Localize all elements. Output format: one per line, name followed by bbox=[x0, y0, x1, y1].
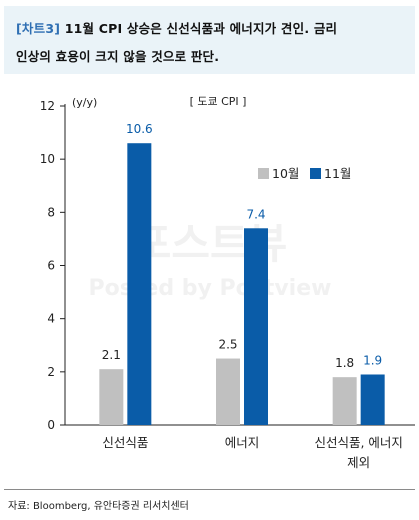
y-tick-label: 2 bbox=[47, 365, 55, 379]
bar-nov bbox=[127, 143, 152, 425]
header-line-2: 인상의 효용이 크지 않을 것으로 판단. bbox=[16, 49, 220, 64]
x-tick-label: 에너지 bbox=[225, 435, 260, 450]
x-tick-label: 제외 bbox=[347, 455, 370, 470]
y-tick-label: 6 bbox=[47, 259, 55, 273]
legend-swatch-nov bbox=[310, 168, 321, 179]
watermark-text: Posted by Postview bbox=[89, 276, 332, 301]
footer-divider bbox=[4, 489, 415, 490]
chart-header: [차트3] 11월 CPI 상승은 신선식품과 에너지가 견인. 금리 인상의 … bbox=[4, 6, 415, 74]
legend-swatch-oct bbox=[258, 168, 269, 179]
y-tick-label: 8 bbox=[47, 205, 55, 219]
bar-oct bbox=[332, 377, 357, 425]
x-tick-label: 신선식품, 에너지 bbox=[314, 435, 402, 450]
data-label: 2.1 bbox=[102, 348, 121, 362]
x-tick-label: 신선식품 bbox=[102, 435, 148, 450]
data-label: 1.9 bbox=[363, 353, 382, 367]
data-label: 7.4 bbox=[246, 207, 265, 221]
source-note: 자료: Bloomberg, 유안타증권 리서치센터 bbox=[8, 501, 189, 512]
header-line-1: [차트3] 11월 CPI 상승은 신선식품과 에너지가 견인. 금리 bbox=[16, 18, 337, 37]
bar-nov bbox=[360, 374, 385, 425]
data-label: 10.6 bbox=[126, 122, 153, 136]
data-label: 1.8 bbox=[335, 356, 354, 370]
y-tick-label: 0 bbox=[47, 418, 55, 432]
data-label: 2.5 bbox=[218, 338, 237, 352]
chart-title: [ 도쿄 CPI ] bbox=[190, 95, 247, 108]
bar-oct bbox=[216, 358, 240, 425]
chart-tag: [차트3] bbox=[16, 21, 61, 36]
y-tick-label: 4 bbox=[47, 312, 55, 326]
bar-nov bbox=[244, 228, 268, 425]
legend-label: 10월 bbox=[272, 166, 299, 181]
y-tick-label: 10 bbox=[40, 152, 55, 166]
header-title: 11월 CPI 상승은 신선식품과 에너지가 견인. 금리 bbox=[64, 21, 338, 36]
bar-oct bbox=[99, 369, 124, 425]
y-axis-label: (y/y) bbox=[72, 96, 97, 109]
legend-label: 11월 bbox=[324, 166, 351, 181]
y-tick-label: 12 bbox=[40, 99, 55, 113]
